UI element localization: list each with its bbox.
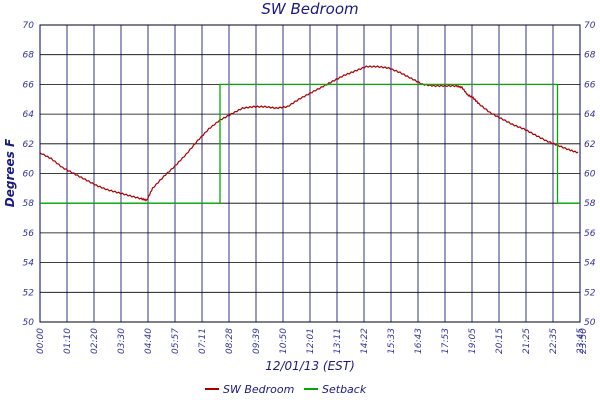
y-tick-label: 60 <box>23 170 35 180</box>
x-tick-label: 09:39 <box>252 328 262 354</box>
y-tick-label: 68 <box>23 51 35 61</box>
x-tick-label: 16:43 <box>414 328 424 354</box>
y-tick-label: 64 <box>23 110 35 120</box>
x-tick-label: 12:01 <box>306 328 316 354</box>
y-tick-label-right: 68 <box>584 51 596 61</box>
legend: SW Bedroom Setback <box>205 383 367 396</box>
y-tick-label-right: 54 <box>584 259 596 269</box>
x-tick-label: 05:57 <box>171 328 181 354</box>
y-ticks-left: 50 52 54 56 58 60 62 64 66 68 70 <box>23 21 35 328</box>
y-tick-label-right: 66 <box>584 80 596 90</box>
y-ticks-right: 50 52 54 56 58 60 62 64 66 68 70 <box>584 21 596 328</box>
y-tick-label-right: 70 <box>584 21 596 31</box>
x-tick-label: 02:20 <box>90 328 100 354</box>
x-tick-label: 00:00 <box>36 328 46 354</box>
y-tick-label-right: 58 <box>584 199 596 209</box>
y-tick-label: 70 <box>23 21 35 31</box>
series-group <box>39 65 580 204</box>
series-line-setback <box>40 83 580 204</box>
x-tick-label: 23:50 <box>579 328 589 354</box>
x-tick-label: 19:05 <box>468 328 478 354</box>
x-tick-label: 08:28 <box>225 328 235 354</box>
y-tick-label-right: 52 <box>584 288 596 298</box>
x-tick-label: 23:45 <box>576 328 586 354</box>
y-tick-label-right: 62 <box>584 140 596 150</box>
legend-label: Setback <box>322 383 367 396</box>
y-tick-label: 58 <box>23 199 35 209</box>
y-tick-label: 54 <box>23 259 35 269</box>
series-line-sw-bedroom <box>39 65 579 202</box>
y-tick-label: 66 <box>23 80 35 90</box>
grid <box>39 24 581 323</box>
x-tick-label: 10:50 <box>279 328 289 354</box>
x-axis-label: 12/01/13 (EST) <box>265 359 355 373</box>
y-tick-label-right: 56 <box>584 229 596 239</box>
chart-title: SW Bedroom <box>261 0 358 18</box>
y-tick-label-right: 60 <box>584 170 596 180</box>
x-tick-label: 20:15 <box>495 328 505 354</box>
x-tick-label: 14:22 <box>360 328 370 354</box>
y-tick-label: 62 <box>23 140 35 150</box>
y-tick-label: 52 <box>23 288 35 298</box>
x-ticks: 00:00 01:10 02:20 03:30 04:40 05:57 07:11 08:28… <box>36 328 589 354</box>
x-tick-label: 22:35 <box>549 328 559 354</box>
x-tick-label: 15:33 <box>387 328 397 354</box>
y-tick-label-right: 64 <box>584 110 596 120</box>
y-tick-label: 50 <box>23 318 35 328</box>
x-tick-label: 01:10 <box>63 328 73 354</box>
x-tick-label: 13:11 <box>333 328 343 354</box>
y-tick-label: 56 <box>23 229 35 239</box>
x-tick-label: 04:40 <box>144 328 154 354</box>
x-tick-label: 17:53 <box>441 328 451 354</box>
x-tick-label: 03:30 <box>117 328 127 354</box>
x-tick-label: 21:25 <box>522 328 532 354</box>
x-tick-label: 07:11 <box>198 328 208 354</box>
legend-label: SW Bedroom <box>223 383 294 396</box>
y-tick-label-right: 50 <box>584 318 596 328</box>
y-axis-label: Degrees F <box>3 138 17 207</box>
